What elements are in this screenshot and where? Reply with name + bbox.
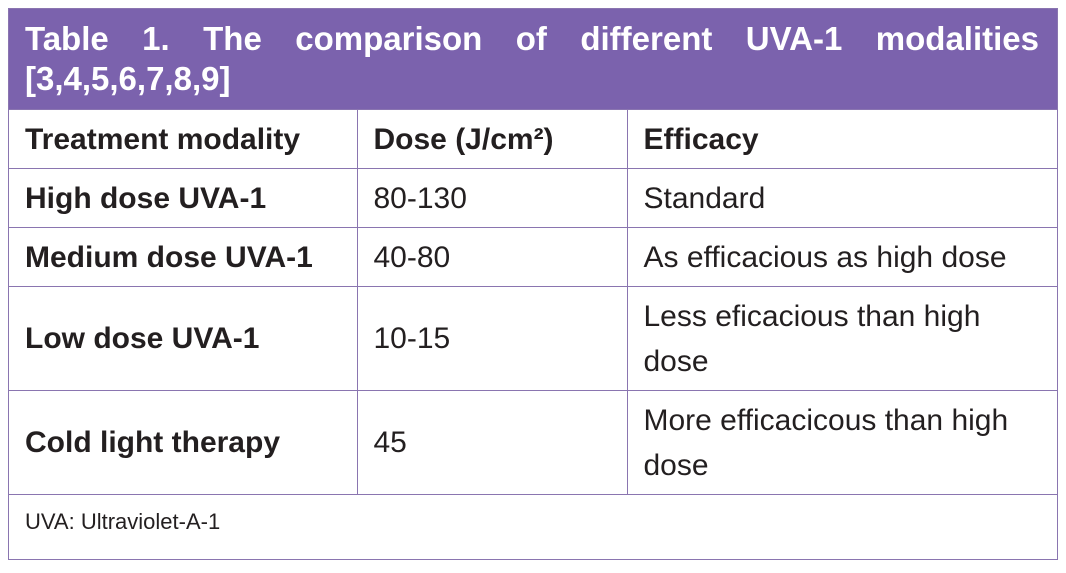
table-row: Medium dose UVA-1 40-80 As efficacious a…: [9, 227, 1057, 287]
cell-modality: High dose UVA-1: [9, 168, 358, 228]
header-dose: Dose (J/cm²): [357, 110, 628, 169]
header-modality: Treatment modality: [9, 110, 358, 169]
header-row: Treatment modality Dose (J/cm²) Efficacy: [9, 110, 1057, 169]
cell-dose: 45: [357, 390, 628, 495]
cell-modality: Cold light therapy: [9, 390, 358, 495]
table-caption: Table 1. The comparison of different UVA…: [9, 9, 1057, 110]
cell-efficacy: More efficacicous than high dose: [627, 390, 1057, 495]
table-row: High dose UVA-1 80-130 Standard: [9, 168, 1057, 228]
cell-dose: 10-15: [357, 286, 628, 391]
cell-efficacy: Less eficacious than high dose: [627, 286, 1057, 391]
table-footnote: UVA: Ultraviolet-A-1: [25, 509, 221, 534]
table-row: Low dose UVA-1 10-15 Less eficacious tha…: [9, 286, 1057, 391]
cell-modality: Medium dose UVA-1: [9, 227, 358, 287]
cell-dose: 40-80: [357, 227, 628, 287]
cell-efficacy: Standard: [627, 168, 1057, 228]
cell-modality: Low dose UVA-1: [9, 286, 358, 391]
cell-dose: 80-130: [357, 168, 628, 228]
data-table: Treatment modality Dose (J/cm²) Efficacy…: [9, 110, 1057, 495]
cell-efficacy: As efficacious as high dose: [627, 227, 1057, 287]
table-row: Cold light therapy 45 More efficacicous …: [9, 390, 1057, 495]
comparison-table: Table 1. The comparison of different UVA…: [8, 8, 1058, 560]
header-efficacy: Efficacy: [627, 110, 1057, 169]
